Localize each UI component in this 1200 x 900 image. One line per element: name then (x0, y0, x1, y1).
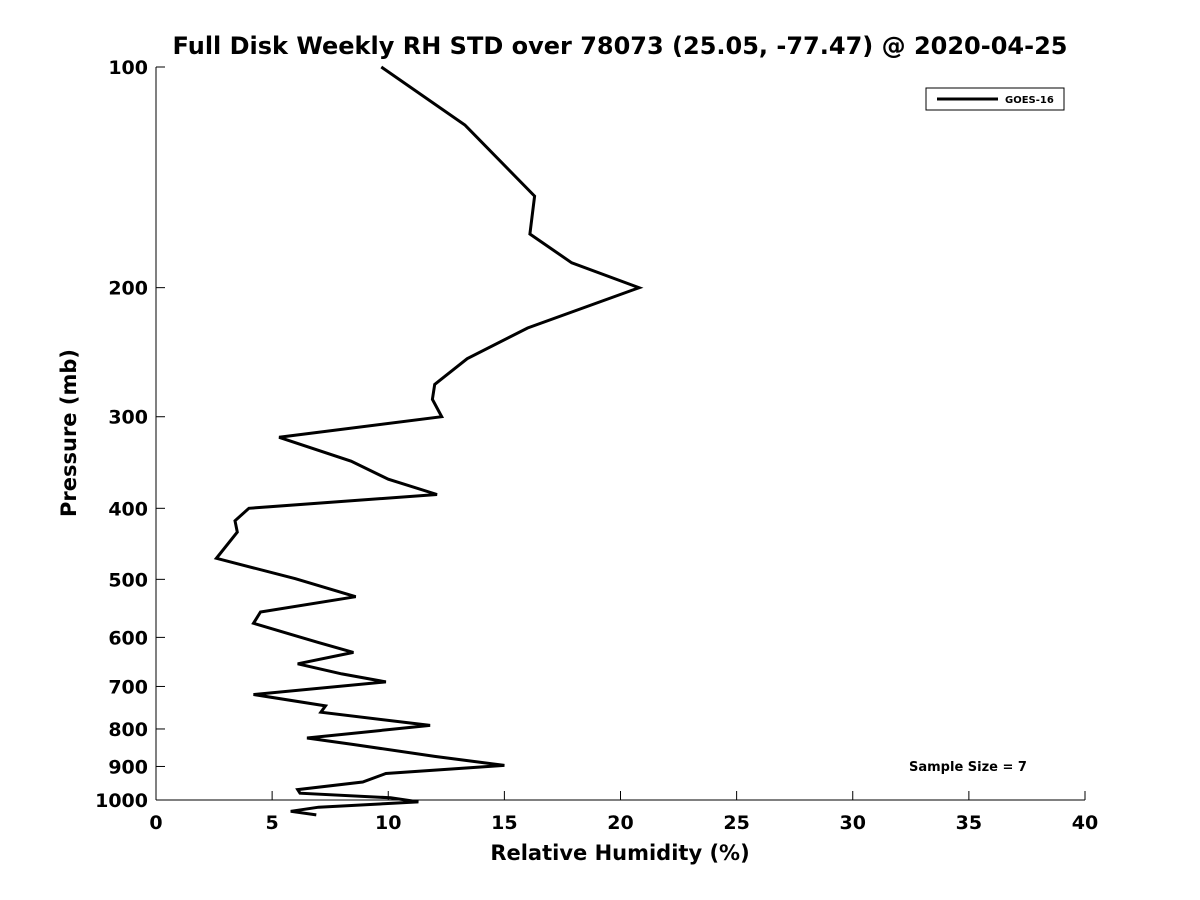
y-tick-label: 900 (108, 756, 148, 778)
series-lines (213, 65, 644, 817)
legend-label-goes-16: GOES-16 (1005, 95, 1054, 106)
series-line-goes-16 (213, 65, 644, 817)
x-tick-label: 15 (491, 812, 517, 834)
x-tick-label: 35 (956, 812, 982, 834)
x-tick-label: 20 (607, 812, 633, 834)
x-axis-ticks: 0 5 10 15 20 25 30 35 40 (149, 791, 1098, 834)
sample-size-annotation: Sample Size = 7 (909, 760, 1027, 775)
y-tick-label: 1000 (95, 790, 148, 812)
y-tick-label: 400 (108, 498, 148, 520)
x-tick-label: 10 (375, 812, 401, 834)
x-tick-label: 0 (149, 812, 162, 834)
y-axis-ticks: 100 200 300 400 500 600 700 800 900 1000 (95, 57, 165, 812)
legend: GOES-16 (925, 87, 1065, 111)
y-tick-label: 800 (108, 719, 148, 741)
x-axis-label: Relative Humidity (%) (490, 841, 749, 865)
x-tick-label: 40 (1072, 812, 1098, 834)
y-tick-label: 100 (108, 57, 148, 79)
x-tick-label: 5 (266, 812, 279, 834)
y-tick-label: 500 (108, 569, 148, 591)
x-tick-label: 30 (840, 812, 866, 834)
y-tick-label: 200 (108, 278, 148, 300)
y-tick-label: 600 (108, 627, 148, 649)
x-tick-label: 25 (723, 812, 749, 834)
chart-title: Full Disk Weekly RH STD over 78073 (25.0… (173, 32, 1068, 60)
y-tick-label: 700 (108, 676, 148, 698)
y-axis-label: Pressure (mb) (57, 349, 81, 517)
y-tick-label: 300 (108, 407, 148, 429)
